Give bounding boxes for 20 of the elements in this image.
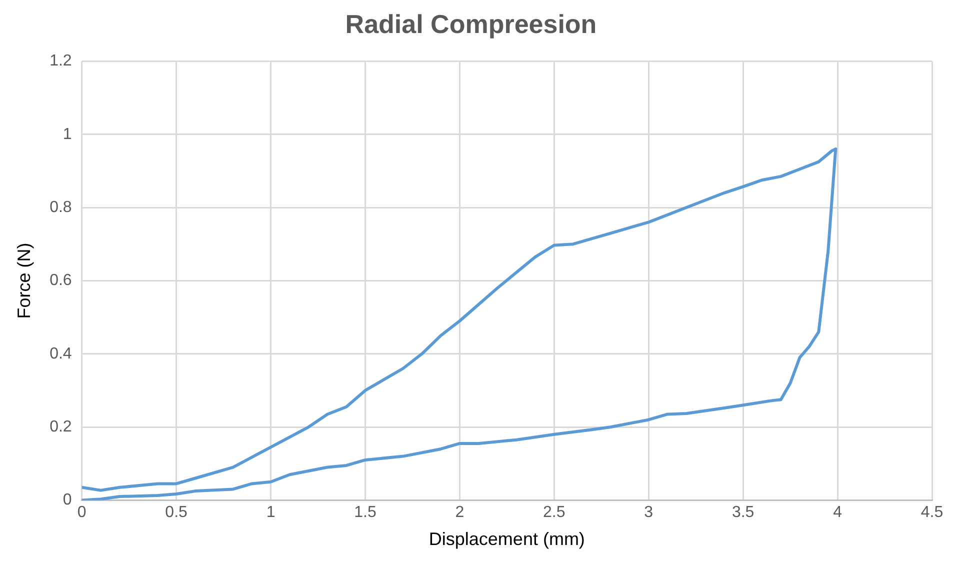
x-tick-label: 2.5 <box>543 504 566 522</box>
x-tick-label: 3 <box>644 504 654 522</box>
y-axis-title: Force (N) <box>14 242 34 319</box>
x-tick-label: 0 <box>77 504 86 522</box>
y-tick-label: 0.8 <box>50 198 72 216</box>
x-tick-label: 1.5 <box>354 504 376 522</box>
x-tick-label: 0.5 <box>165 504 188 522</box>
y-tick-label: 0.6 <box>50 272 72 290</box>
x-tick-label: 2 <box>455 504 464 522</box>
x-tick-label: 1 <box>266 504 276 522</box>
x-tick-label: 4 <box>833 504 842 522</box>
y-tick-label: 1.2 <box>50 52 72 70</box>
y-tick-label: 0.4 <box>50 345 72 362</box>
x-tick-label: 3.5 <box>732 504 754 522</box>
x-tick-label: 4.5 <box>920 504 944 522</box>
y-tick-label: 1 <box>62 126 72 143</box>
y-tick-label: 0 <box>62 492 72 509</box>
x-axis-title: Displacement (mm) <box>428 529 585 550</box>
y-tick-label: 0.2 <box>50 418 72 436</box>
chart-title: Radial Compreesion <box>345 8 597 39</box>
